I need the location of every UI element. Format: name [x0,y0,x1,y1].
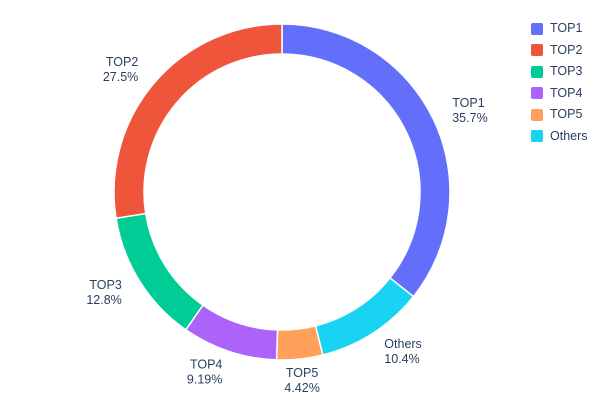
slice-label-top5: TOP5 4.42% [284,366,319,395]
slice-label-others: Others 10.4% [384,337,422,366]
slice-label-top4: TOP4 9.19% [187,357,223,386]
legend-swatch-top5 [531,108,543,121]
chart-legend: TOP1 TOP2 TOP3 TOP4 TOP5 Others [531,22,588,143]
legend-item-top2[interactable]: TOP2 [531,42,588,57]
legend-label-top3: TOP3 [550,64,583,78]
slice-label-top1: TOP1 35.7% [452,96,487,125]
pie-slice-top2[interactable] [113,23,283,219]
legend-item-top4[interactable]: TOP4 [531,85,588,100]
pie-slice-top1[interactable] [281,23,451,298]
legend-label-top1: TOP1 [550,21,583,35]
slice-label-top2: TOP2 27.5% [103,55,139,84]
legend-swatch-top1 [531,22,543,35]
legend-label-top5: TOP5 [550,107,583,121]
legend-swatch-top3 [531,65,543,78]
legend-label-top2: TOP2 [550,42,583,57]
legend-item-others[interactable]: Others [531,128,588,143]
slice-label-top3: TOP3 12.8% [86,278,122,307]
pie-slice-top4[interactable] [185,304,279,361]
legend-swatch-top4 [531,87,543,99]
legend-swatch-top2 [531,44,543,56]
pie-slice-top5[interactable] [275,325,324,361]
legend-label-top4: TOP4 [550,85,583,100]
legend-swatch-others [531,130,543,142]
legend-item-top1[interactable]: TOP1 [531,22,588,35]
legend-label-others: Others [550,128,588,143]
pie-slice-top3[interactable] [115,212,204,331]
legend-item-top3[interactable]: TOP3 [531,65,588,78]
legend-item-top5[interactable]: TOP5 [531,108,588,121]
